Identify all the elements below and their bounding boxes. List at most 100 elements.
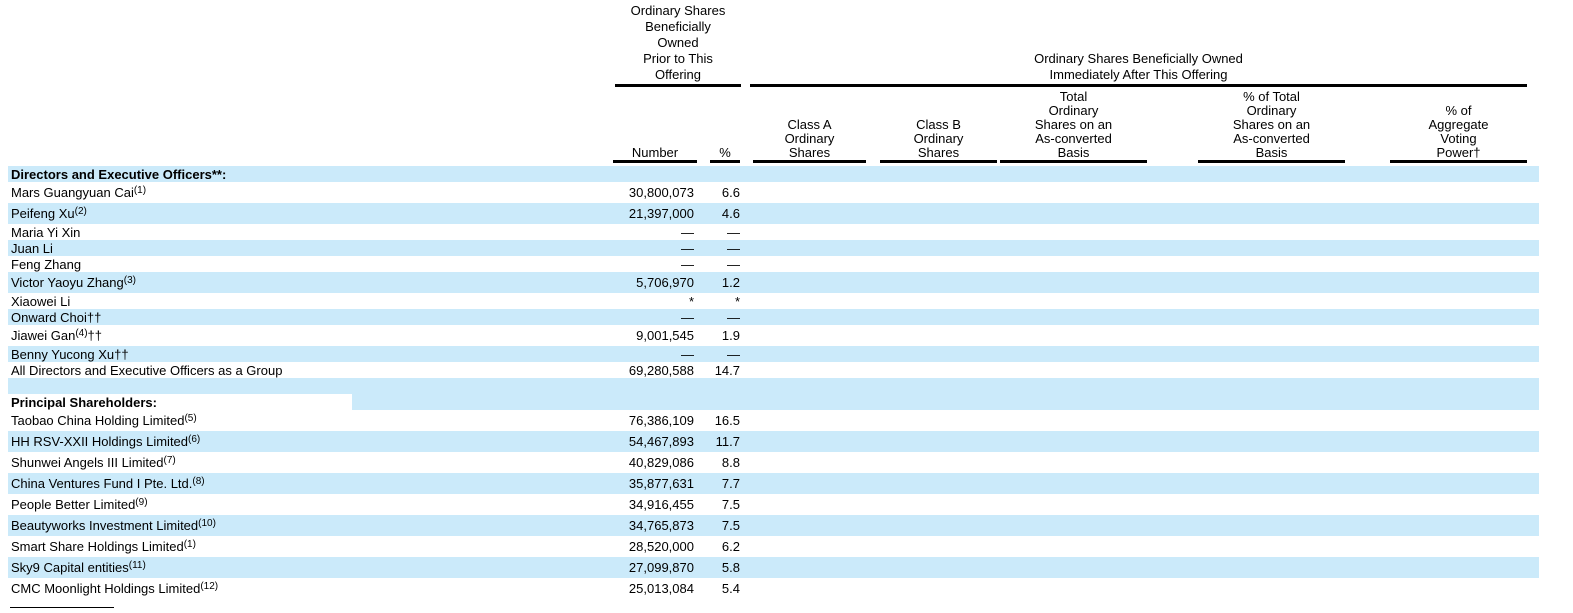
col-classB-header: Class B Ordinary Shares xyxy=(913,117,964,160)
shareholder-name: Sky9 Capital entities(11) xyxy=(11,560,146,575)
shareholder-name: Onward Choi†† xyxy=(11,309,102,325)
col-classA-header: Class A Ordinary Shares xyxy=(784,117,835,160)
footnote-sup: (5) xyxy=(184,413,197,424)
shares-number: — xyxy=(681,346,694,362)
shareholder-name: Maria Yi Xin xyxy=(11,224,81,240)
percent-value: 5.8 xyxy=(721,560,740,575)
table-row: Taobao China Holding Limited(5) 76,386,1… xyxy=(0,410,1573,431)
header-line: Ordinary Shares xyxy=(630,3,726,18)
col-classA-underline xyxy=(753,160,866,163)
shareholder-name: Taobao China Holding Limited(5) xyxy=(11,413,197,428)
shareholder-name: CMC Moonlight Holdings Limited(12) xyxy=(11,581,219,596)
table-row: All Directors and Executive Officers as … xyxy=(0,362,1573,378)
footnote-sup: (11) xyxy=(128,560,146,571)
percent-value: — xyxy=(727,224,740,240)
percent-value: — xyxy=(727,346,740,362)
footnote-rule xyxy=(10,607,114,608)
percent-value: 7.5 xyxy=(721,497,740,512)
table-row: Sky9 Capital entities(11) 27,099,870 5.8 xyxy=(0,557,1573,578)
column-headers: Number % Class A Ordinary Shares Class B Or… xyxy=(0,88,1573,160)
footnote-sup: (4) xyxy=(75,328,88,339)
percent-value: — xyxy=(727,256,740,272)
percent-value: 4.6 xyxy=(721,206,740,221)
footnote-sup: (8) xyxy=(192,476,205,487)
shares-number: — xyxy=(681,309,694,325)
shareholder-name: Peifeng Xu(2) xyxy=(11,206,87,221)
table-row: Feng Zhang — — xyxy=(0,256,1573,272)
shareholder-name: Feng Zhang xyxy=(11,256,82,272)
shares-number: 35,877,631 xyxy=(628,476,694,491)
percent-value: 6.6 xyxy=(721,185,740,200)
col-total-header: Total Ordinary Shares on an As-converted Bas… xyxy=(1034,89,1113,160)
table-row: People Better Limited(9) 34,916,455 7.5 xyxy=(0,494,1573,515)
shareholder-name: HH RSV-XXII Holdings Limited(6) xyxy=(11,434,201,449)
shares-number: 21,397,000 xyxy=(628,206,694,221)
footnote-sup: (1) xyxy=(183,539,196,550)
col-number-header: Number xyxy=(631,145,679,160)
percent-value: 8.8 xyxy=(721,455,740,470)
table-row: Beautyworks Investment Limited(10) 34,76… xyxy=(0,515,1573,536)
table-row-section: Directors and Executive Officers**: xyxy=(0,166,1573,182)
header-line: Owned xyxy=(657,35,699,50)
shares-number: 76,386,109 xyxy=(628,413,694,428)
shareholder-name: People Better Limited(9) xyxy=(11,497,148,512)
col-number-underline xyxy=(613,160,697,163)
table-row-blank xyxy=(0,378,1573,394)
shares-number: 28,520,000 xyxy=(628,539,694,554)
percent-value: 5.4 xyxy=(721,581,740,596)
col-percent-header: % xyxy=(719,145,731,160)
footnote-sup: (7) xyxy=(163,455,176,466)
after-offering-header: Ordinary Shares Beneficially Owned Immed… xyxy=(750,51,1527,83)
percent-value: 14.7 xyxy=(714,362,740,378)
shares-number: 69,280,588 xyxy=(628,362,694,378)
percent-value: 1.9 xyxy=(721,328,740,343)
percent-value: * xyxy=(734,293,740,309)
shares-number: 40,829,086 xyxy=(628,455,694,470)
footnote-sup: (9) xyxy=(135,497,148,508)
col-pct-total-underline xyxy=(1198,160,1345,163)
table-row: Mars Guangyuan Cai(1) 30,800,073 6.6 xyxy=(0,182,1573,203)
table-row: CMC Moonlight Holdings Limited(12) 25,01… xyxy=(0,578,1573,599)
shareholder-name: Beautyworks Investment Limited(10) xyxy=(11,518,216,533)
percent-value: — xyxy=(727,309,740,325)
shareholder-name: Xiaowei Li xyxy=(11,293,71,309)
table-row: Benny Yucong Xu†† — — xyxy=(0,346,1573,362)
table-row: China Ventures Fund I Pte. Ltd.(8) 35,87… xyxy=(0,473,1573,494)
col-voting-underline xyxy=(1390,160,1527,163)
shareholder-name: Smart Share Holdings Limited(1) xyxy=(11,539,196,554)
shares-number: 30,800,073 xyxy=(628,185,694,200)
table-row: Shunwei Angels III Limited(7) 40,829,086… xyxy=(0,452,1573,473)
footnote-sup: (10) xyxy=(198,518,216,529)
shares-number: — xyxy=(681,240,694,256)
header-line: Ordinary Shares Beneficially Owned xyxy=(1034,51,1243,66)
shareholder-name: Jiawei Gan(4)†† xyxy=(11,328,103,343)
shares-number: — xyxy=(681,224,694,240)
table-row-section: Principal Shareholders: xyxy=(0,394,1573,410)
table-body: Directors and Executive Officers**: Mars… xyxy=(0,166,1573,599)
shareholder-name: Shunwei Angels III Limited(7) xyxy=(11,455,176,470)
footnote-sup: (1) xyxy=(133,185,147,196)
shareholder-name: Mars Guangyuan Cai(1) xyxy=(11,185,147,200)
shares-number: — xyxy=(681,256,694,272)
header-line: Beneficially xyxy=(645,19,711,34)
col-classB-underline xyxy=(880,160,997,163)
col-voting-header: % of Aggregate Voting Power† xyxy=(1428,103,1489,160)
shares-number: 5,706,970 xyxy=(636,275,694,290)
percent-value: 1.2 xyxy=(721,275,740,290)
shares-number: 27,099,870 xyxy=(628,560,694,575)
table-row: HH RSV-XXII Holdings Limited(6) 54,467,8… xyxy=(0,431,1573,452)
shares-number: 25,013,084 xyxy=(628,581,694,596)
prior-offering-underline xyxy=(615,84,741,87)
percent-value: 7.5 xyxy=(721,518,740,533)
footnote-sup: (2) xyxy=(74,206,87,217)
table-row: Xiaowei Li * * xyxy=(0,293,1573,309)
col-percent-underline xyxy=(710,160,740,163)
col-total-underline xyxy=(1000,160,1147,163)
header-line: Prior to This xyxy=(643,51,713,66)
shares-number: 9,001,545 xyxy=(636,328,694,343)
header-line: Offering xyxy=(654,67,701,82)
shares-number: 34,916,455 xyxy=(628,497,694,512)
table-row: Smart Share Holdings Limited(1) 28,520,0… xyxy=(0,536,1573,557)
footnote-sup: (6) xyxy=(188,434,201,445)
